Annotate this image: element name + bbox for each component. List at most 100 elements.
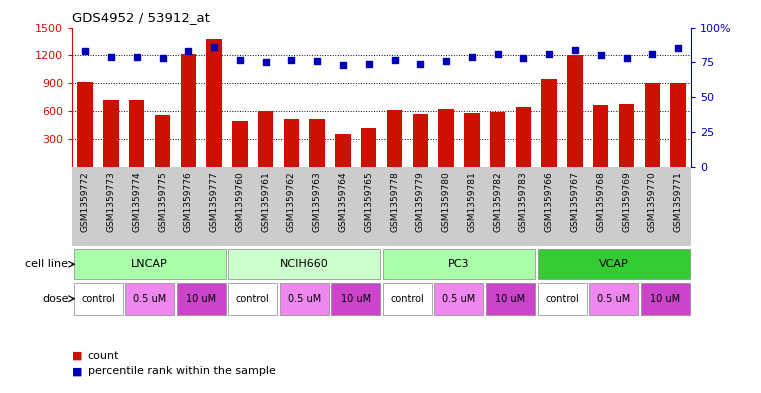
Bar xyxy=(537,249,689,279)
Bar xyxy=(361,128,377,167)
Text: dose: dose xyxy=(42,294,68,304)
Text: control: control xyxy=(390,294,425,304)
Text: GSM1359775: GSM1359775 xyxy=(158,171,167,232)
Text: LNCAP: LNCAP xyxy=(131,259,168,269)
Bar xyxy=(542,79,557,167)
Bar xyxy=(206,39,221,167)
Bar xyxy=(74,283,123,314)
Point xyxy=(208,44,220,50)
Bar xyxy=(383,283,432,314)
Text: PC3: PC3 xyxy=(448,259,470,269)
Text: control: control xyxy=(236,294,269,304)
Bar xyxy=(284,119,299,167)
Text: ■: ■ xyxy=(72,351,83,361)
Bar xyxy=(490,112,505,167)
Text: GSM1359778: GSM1359778 xyxy=(390,171,399,232)
Text: GSM1359772: GSM1359772 xyxy=(81,171,90,231)
Point xyxy=(646,51,658,57)
Point xyxy=(620,55,632,61)
Point xyxy=(157,55,169,61)
Text: GSM1359768: GSM1359768 xyxy=(597,171,605,232)
Point xyxy=(594,52,607,59)
Text: GSM1359783: GSM1359783 xyxy=(519,171,528,232)
Text: GSM1359774: GSM1359774 xyxy=(132,171,142,231)
Text: ■: ■ xyxy=(72,366,83,376)
Bar xyxy=(280,283,329,314)
Point xyxy=(260,59,272,66)
Point xyxy=(285,57,298,63)
Text: 10 uM: 10 uM xyxy=(341,294,371,304)
Bar xyxy=(589,283,638,314)
Text: GSM1359781: GSM1359781 xyxy=(467,171,476,232)
Point xyxy=(388,57,400,63)
Bar xyxy=(103,100,119,167)
Bar xyxy=(74,249,226,279)
Point xyxy=(466,54,478,60)
Bar xyxy=(258,111,273,167)
Text: 10 uM: 10 uM xyxy=(650,294,680,304)
Text: GSM1359771: GSM1359771 xyxy=(673,171,683,232)
Text: GSM1359761: GSM1359761 xyxy=(261,171,270,232)
Bar xyxy=(310,119,325,167)
Text: 0.5 uM: 0.5 uM xyxy=(288,294,321,304)
Point xyxy=(440,58,452,64)
Text: GSM1359769: GSM1359769 xyxy=(622,171,631,232)
Text: VCAP: VCAP xyxy=(599,259,629,269)
Point xyxy=(414,61,426,67)
Text: 0.5 uM: 0.5 uM xyxy=(442,294,476,304)
Text: GSM1359767: GSM1359767 xyxy=(571,171,579,232)
Point xyxy=(543,51,556,57)
Point xyxy=(492,51,504,57)
Bar xyxy=(645,83,660,167)
Point xyxy=(363,61,375,67)
Bar xyxy=(232,121,247,167)
Text: 0.5 uM: 0.5 uM xyxy=(133,294,166,304)
Bar xyxy=(464,113,479,167)
Text: cell line: cell line xyxy=(25,259,68,269)
Text: GSM1359766: GSM1359766 xyxy=(545,171,554,232)
Point xyxy=(337,62,349,68)
Bar xyxy=(228,249,380,279)
Text: count: count xyxy=(88,351,119,361)
Bar xyxy=(383,249,535,279)
Bar xyxy=(78,83,93,167)
Bar xyxy=(228,283,277,314)
Point xyxy=(569,47,581,53)
Bar xyxy=(567,55,583,167)
Bar xyxy=(516,107,531,167)
Bar xyxy=(387,110,403,167)
Bar xyxy=(177,283,226,314)
Text: GSM1359770: GSM1359770 xyxy=(648,171,657,232)
Text: GSM1359776: GSM1359776 xyxy=(184,171,193,232)
Text: 10 uM: 10 uM xyxy=(186,294,216,304)
Text: 10 uM: 10 uM xyxy=(495,294,526,304)
Bar xyxy=(670,83,686,167)
Text: percentile rank within the sample: percentile rank within the sample xyxy=(88,366,275,376)
Bar xyxy=(537,283,587,314)
Point xyxy=(182,48,194,54)
Point xyxy=(234,57,246,63)
Bar xyxy=(129,100,145,167)
Point xyxy=(517,55,530,61)
Text: GSM1359779: GSM1359779 xyxy=(416,171,425,232)
Point xyxy=(105,54,117,60)
Bar xyxy=(154,115,170,167)
Text: GSM1359765: GSM1359765 xyxy=(365,171,373,232)
Bar xyxy=(619,104,634,167)
Bar xyxy=(331,283,380,314)
Text: GSM1359763: GSM1359763 xyxy=(313,171,322,232)
Text: GSM1359782: GSM1359782 xyxy=(493,171,502,231)
Bar xyxy=(125,283,174,314)
Bar xyxy=(435,283,483,314)
Text: control: control xyxy=(545,294,579,304)
Text: GSM1359780: GSM1359780 xyxy=(441,171,451,232)
Bar xyxy=(336,134,351,167)
Text: GSM1359773: GSM1359773 xyxy=(107,171,116,232)
Bar xyxy=(593,105,609,167)
Bar xyxy=(486,283,535,314)
Bar xyxy=(412,114,428,167)
Point xyxy=(79,48,91,54)
Point xyxy=(311,58,323,64)
Text: GSM1359764: GSM1359764 xyxy=(339,171,348,231)
Text: GSM1359760: GSM1359760 xyxy=(235,171,244,232)
